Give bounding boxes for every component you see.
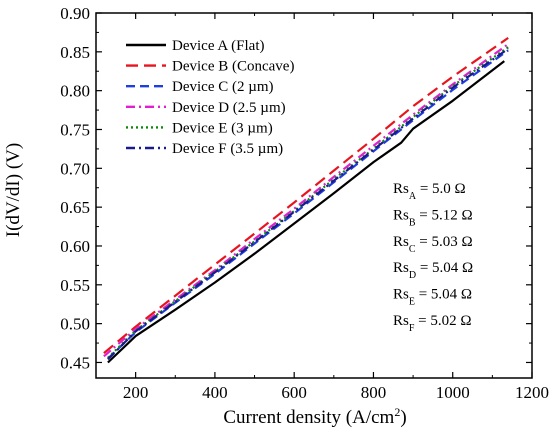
rs-annotation-d: RsD = 5.04 Ω	[393, 260, 473, 281]
y-tick-label: 0.45	[60, 353, 90, 372]
legend-label-device-a: Device A (Flat)	[172, 38, 264, 54]
legend-label-device-f: Device F (3.5 µm)	[172, 141, 283, 157]
rs-annotation-a: RsA = 5.0 Ω	[393, 181, 466, 202]
y-tick-label: 0.50	[60, 315, 90, 334]
y-tick-label: 0.75	[60, 120, 90, 139]
y-tick-label: 0.65	[60, 198, 90, 217]
legend-label-device-c: Device C (2 µm)	[172, 79, 274, 95]
legend-label-device-d: Device D (2.5 µm)	[172, 100, 286, 116]
rs-annotations: RsA = 5.0 Ω RsB = 5.12 Ω RsC = 5.03 Ω RsD =…	[393, 181, 473, 334]
x-axis-label: Current density (A/cm2)	[223, 405, 406, 428]
rs-annotation-e: RsE = 5.04 Ω	[393, 287, 472, 308]
series-layer	[103, 36, 509, 364]
y-tick-label: 0.60	[60, 237, 90, 256]
y-tick-label: 0.70	[60, 159, 90, 178]
rs-annotation-f: RsF = 5.02 Ω	[393, 313, 472, 334]
series-line-device-e	[107, 46, 509, 359]
y-tick-label: 0.80	[60, 82, 90, 101]
plot-frame	[95, 12, 533, 379]
y-tick-label: 0.90	[60, 4, 90, 23]
x-tick-label: 200	[123, 383, 149, 402]
y-axis-label: I(dV/dI) (V)	[3, 143, 24, 237]
x-tick-label: 400	[202, 383, 228, 402]
x-tick-label: 1000	[436, 383, 470, 402]
series-line-device-f	[107, 47, 509, 361]
x-tick-label: 1200	[515, 383, 549, 402]
x-tick-label: 600	[281, 383, 307, 402]
x-tick-label: 800	[361, 383, 387, 402]
y-tick-label: 0.55	[60, 276, 90, 295]
legend-label-device-b: Device B (Concave)	[172, 59, 294, 75]
series-line-device-a	[107, 60, 505, 364]
y-tick-label: 0.85	[60, 43, 90, 62]
rs-annotation-c: RsC = 5.03 Ω	[393, 234, 473, 255]
plot-area	[95, 12, 533, 379]
axis-ticks: 200 400 600 800 1000 1200 0.45 0.50 0.55 0.60 0.65…	[60, 4, 549, 402]
rs-annotation-b: RsB = 5.12 Ω	[393, 207, 473, 228]
legend-label-device-e: Device E (3 µm)	[172, 120, 273, 136]
legend: Device A (Flat) Device B (Concave) Device …	[126, 38, 294, 157]
series-line-device-b	[103, 36, 509, 354]
